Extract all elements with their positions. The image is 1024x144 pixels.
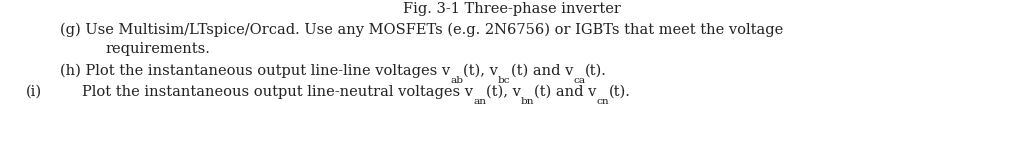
- Text: (g) Use Multisim/LTspice/Orcad. Use any MOSFETs (e.g. 2N6756) or IGBTs that meet: (g) Use Multisim/LTspice/Orcad. Use any …: [60, 23, 783, 37]
- Text: cn: cn: [597, 97, 609, 106]
- Text: (h) Plot the instantaneous output line-line voltages v: (h) Plot the instantaneous output line-l…: [60, 64, 451, 78]
- Text: bn: bn: [521, 97, 535, 106]
- Text: Plot the instantaneous output line-neutral voltages v: Plot the instantaneous output line-neutr…: [82, 85, 473, 99]
- Text: (t), v: (t), v: [463, 64, 498, 78]
- Text: an: an: [473, 97, 486, 106]
- Text: (i): (i): [26, 85, 42, 99]
- Text: ca: ca: [573, 76, 585, 85]
- Text: (t), v: (t), v: [486, 85, 521, 99]
- Text: (t) and v: (t) and v: [535, 85, 597, 99]
- Text: Fig. 3-1 Three-phase inverter: Fig. 3-1 Three-phase inverter: [403, 2, 621, 16]
- Text: (t) and v: (t) and v: [511, 64, 573, 78]
- Text: (t).: (t).: [609, 85, 631, 99]
- Text: ab: ab: [451, 76, 463, 85]
- Text: (t).: (t).: [585, 64, 607, 78]
- Text: bc: bc: [498, 76, 511, 85]
- Text: requirements.: requirements.: [105, 42, 210, 56]
